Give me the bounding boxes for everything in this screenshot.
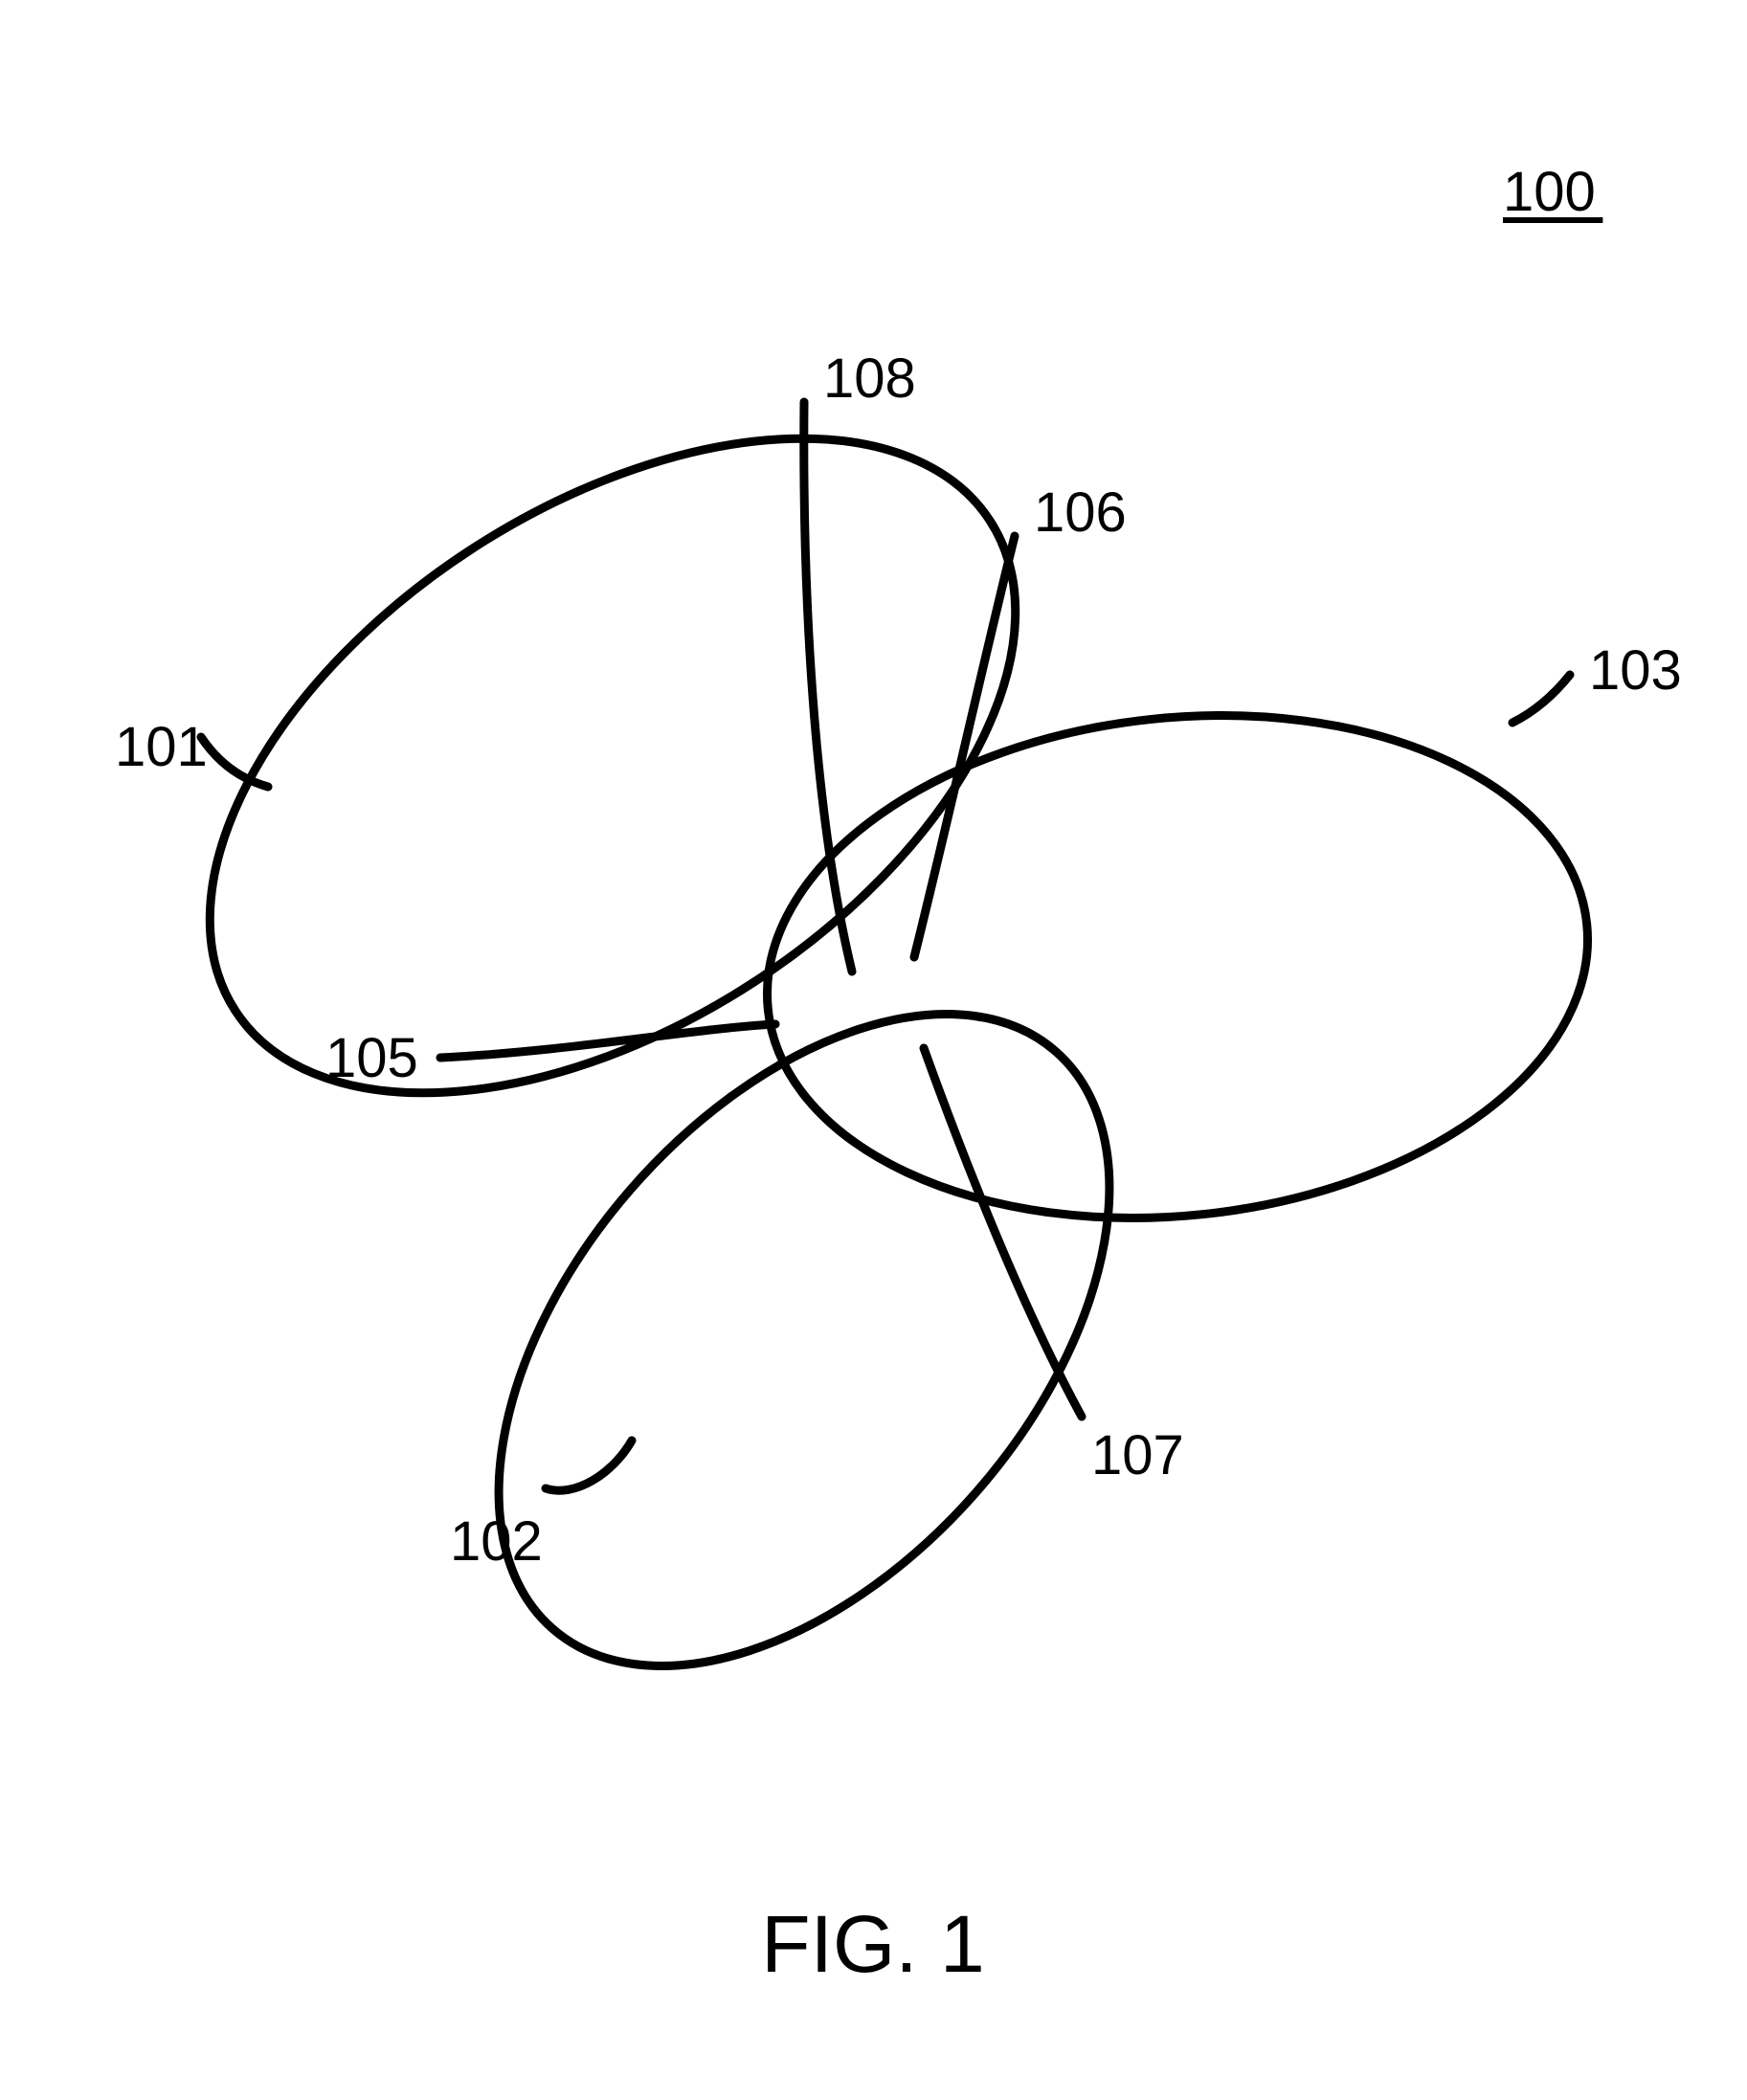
ref-label-106: 106 <box>1034 481 1127 544</box>
ref-label-101: 101 <box>115 716 208 778</box>
ellipse-102 <box>379 901 1228 1780</box>
leader-102 <box>546 1441 632 1490</box>
leader-106 <box>914 536 1015 957</box>
ref-label-105: 105 <box>325 1027 418 1089</box>
ref-label-102: 102 <box>450 1510 543 1573</box>
ref-label-103: 103 <box>1589 639 1682 702</box>
leader-103 <box>1512 675 1570 723</box>
diagram-canvas: 100 101 102 103 105 106 107 108 FIG. 1 <box>0 0 1747 2100</box>
figure-caption: FIG. 1 <box>761 1899 984 1989</box>
ellipse-103 <box>742 676 1613 1257</box>
ref-label-100: 100 <box>1503 161 1596 223</box>
leader-108 <box>804 402 852 972</box>
leader-107 <box>924 1048 1082 1417</box>
ref-label-108: 108 <box>823 347 916 410</box>
ref-label-107: 107 <box>1091 1424 1184 1486</box>
